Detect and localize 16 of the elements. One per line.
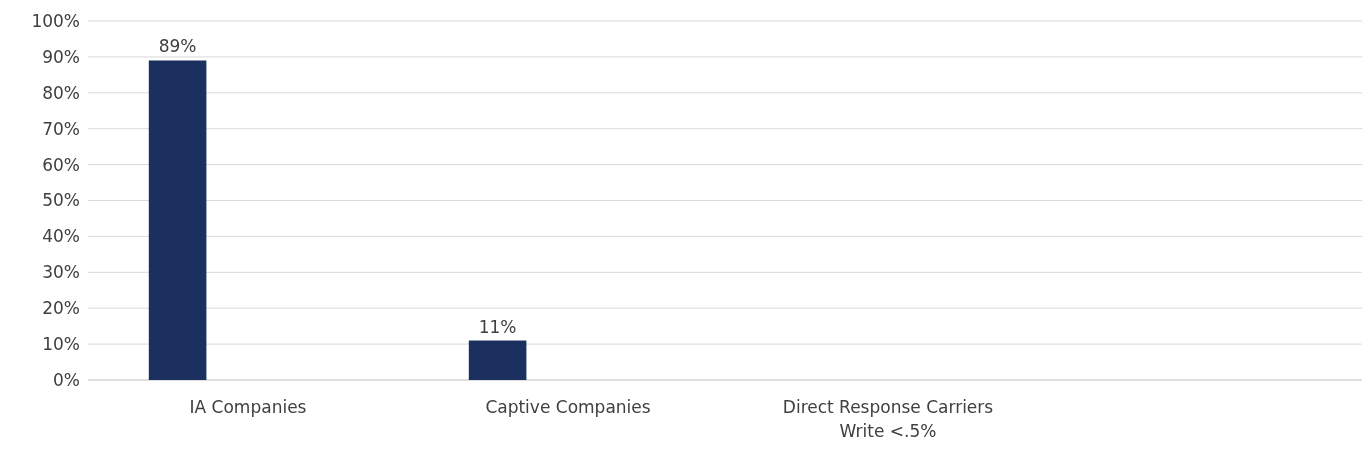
- x-tick-label: IA Companies: [189, 397, 307, 417]
- x-tick-label: Captive Companies: [485, 397, 651, 417]
- y-tick-label: 0%: [53, 369, 80, 390]
- y-tick-label: 70%: [42, 118, 80, 139]
- y-tick-label: 100%: [31, 10, 80, 31]
- y-tick-label: 40%: [42, 226, 80, 247]
- y-tick-label: 50%: [42, 190, 80, 211]
- y-tick-label: 60%: [42, 154, 80, 175]
- y-tick-label: 80%: [42, 82, 80, 103]
- data-label: 11%: [478, 316, 517, 337]
- y-tick-label: 90%: [42, 46, 80, 67]
- data-label: 89%: [158, 36, 197, 57]
- x-tick-label: Direct Response Carriers Write <.5%: [782, 397, 994, 441]
- y-tick-label: 20%: [42, 298, 80, 319]
- y-tick-label: 10%: [42, 334, 80, 355]
- y-tick-label: 30%: [42, 262, 80, 283]
